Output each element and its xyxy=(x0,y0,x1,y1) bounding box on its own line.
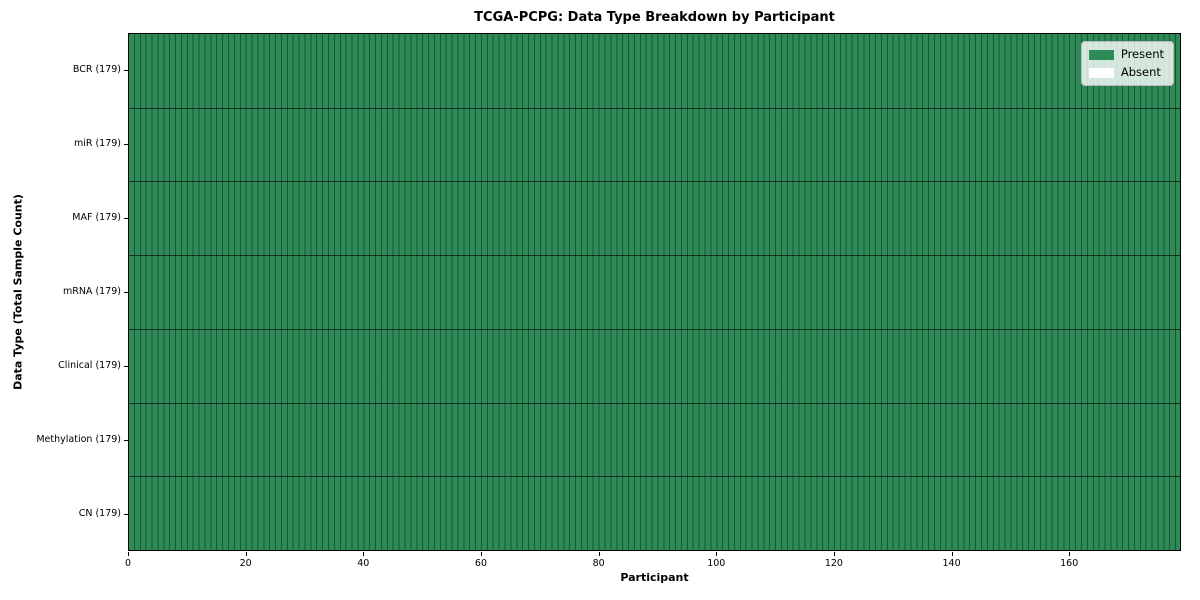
heatmap-row xyxy=(129,255,1180,329)
legend-label-present: Present xyxy=(1120,47,1164,61)
y-tick-mark xyxy=(124,143,128,145)
chart-title: TCGA-PCPG: Data Type Breakdown by Partic… xyxy=(474,10,835,25)
heatmap-row xyxy=(129,34,1180,108)
x-tick-mark xyxy=(951,552,953,556)
legend-swatch-absent-icon xyxy=(1088,67,1114,78)
y-tick-label: MAF (179) xyxy=(72,212,121,223)
plot-area: Present Absent xyxy=(128,33,1181,551)
x-tick-mark xyxy=(245,552,247,556)
x-tick-mark xyxy=(480,552,482,556)
x-tick-mark xyxy=(363,552,365,556)
x-tick-label: 20 xyxy=(239,558,252,569)
heatmap-row xyxy=(129,107,1180,182)
y-tick-label: miR (179) xyxy=(73,138,121,149)
y-tick-mark xyxy=(124,513,128,515)
x-tick-label: 140 xyxy=(942,558,961,569)
y-tick-mark xyxy=(124,439,128,441)
x-tick-label: 40 xyxy=(357,558,370,569)
y-tick-mark xyxy=(124,69,128,71)
x-tick-label: 80 xyxy=(592,558,605,569)
heatmap-row xyxy=(129,476,1180,550)
heatmap-row xyxy=(129,328,1180,403)
y-tick-label: Clinical (179) xyxy=(58,360,121,371)
heatmap-row xyxy=(129,181,1180,255)
x-tick-label: 100 xyxy=(707,558,726,569)
x-axis-label: Participant xyxy=(620,571,689,584)
x-tick-mark xyxy=(716,552,718,556)
x-tick-mark xyxy=(833,552,835,556)
legend: Present Absent xyxy=(1080,41,1174,86)
y-tick-label: BCR (179) xyxy=(72,64,121,75)
y-tick-mark xyxy=(124,291,128,293)
x-tick-label: 120 xyxy=(824,558,843,569)
y-tick-mark xyxy=(124,217,128,219)
heatmap-row xyxy=(129,402,1180,477)
x-tick-mark xyxy=(1069,552,1071,556)
y-tick-label: Methylation (179) xyxy=(36,434,121,445)
y-tick-label: mRNA (179) xyxy=(62,286,121,297)
legend-entry-present: Present xyxy=(1088,47,1164,61)
x-tick-label: 60 xyxy=(474,558,487,569)
y-tick-mark xyxy=(124,365,128,367)
x-tick-mark xyxy=(598,552,600,556)
legend-entry-absent: Absent xyxy=(1088,65,1164,79)
x-tick-mark xyxy=(128,552,129,556)
y-tick-label: CN (179) xyxy=(78,508,121,519)
legend-label-absent: Absent xyxy=(1120,65,1161,79)
x-tick-label: 160 xyxy=(1060,558,1079,569)
legend-swatch-present-icon xyxy=(1088,49,1114,60)
x-tick-label: 0 xyxy=(124,558,132,569)
heatmap-grid xyxy=(129,34,1180,550)
